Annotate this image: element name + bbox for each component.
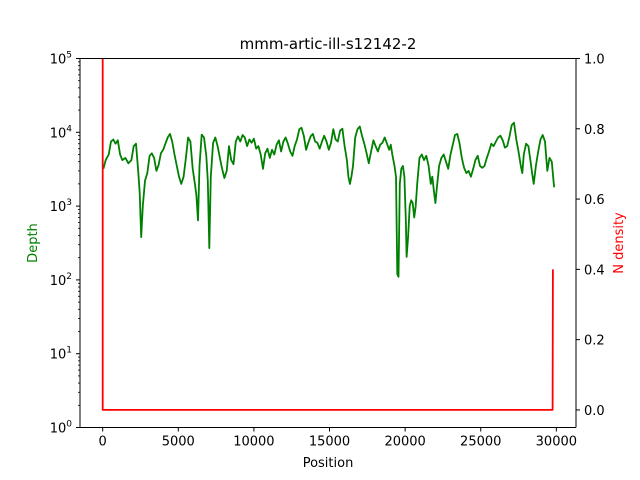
axes-frame (79, 58, 577, 428)
x-tick-label: 0 (99, 435, 107, 450)
y-left-tick-label: 101 (50, 346, 72, 363)
x-tick-label: 25000 (460, 435, 501, 450)
y-left-tick-label: 100 (50, 420, 73, 437)
y-right-tick-label: 0.8 (584, 123, 605, 138)
y-left-tick-label: 104 (50, 124, 73, 141)
y-right-tick-label: 1.0 (584, 53, 605, 68)
y-right-axis-ticks: 0.0 0.2 0.4 0.6 0.8 1.0 (576, 53, 605, 419)
x-tick-label: 20000 (384, 435, 425, 450)
depth-series (102, 121, 555, 278)
x-tick-label: 10000 (233, 435, 274, 450)
y-left-tick-label: 105 (50, 51, 72, 68)
y-left-tick-label: 103 (50, 198, 72, 215)
y-right-tick-label: 0.4 (584, 263, 605, 278)
chart-title: mmm-artic-ill-s12142-2 (240, 35, 417, 53)
x-axis-ticks: 0 5000 10000 15000 20000 25000 30000 (99, 427, 577, 450)
y-right-axis-label: N density (612, 212, 627, 274)
depth-line (102, 121, 555, 278)
y-right-tick-label: 0.0 (584, 404, 605, 419)
y-right-tick-label: 0.2 (584, 334, 605, 349)
y-left-axis-ticks: 100 101 102 103 104 105 (50, 51, 80, 437)
x-tick-label: 5000 (162, 435, 195, 450)
y-left-axis-label: Depth (26, 223, 41, 263)
n-density-series (101, 58, 554, 411)
n-density-line (101, 58, 554, 411)
y-right-tick-label: 0.6 (584, 193, 605, 208)
y-left-tick-label: 102 (50, 272, 72, 289)
x-tick-label: 15000 (309, 435, 350, 450)
x-axis-label: Position (303, 456, 354, 471)
x-tick-label: 30000 (536, 435, 577, 450)
